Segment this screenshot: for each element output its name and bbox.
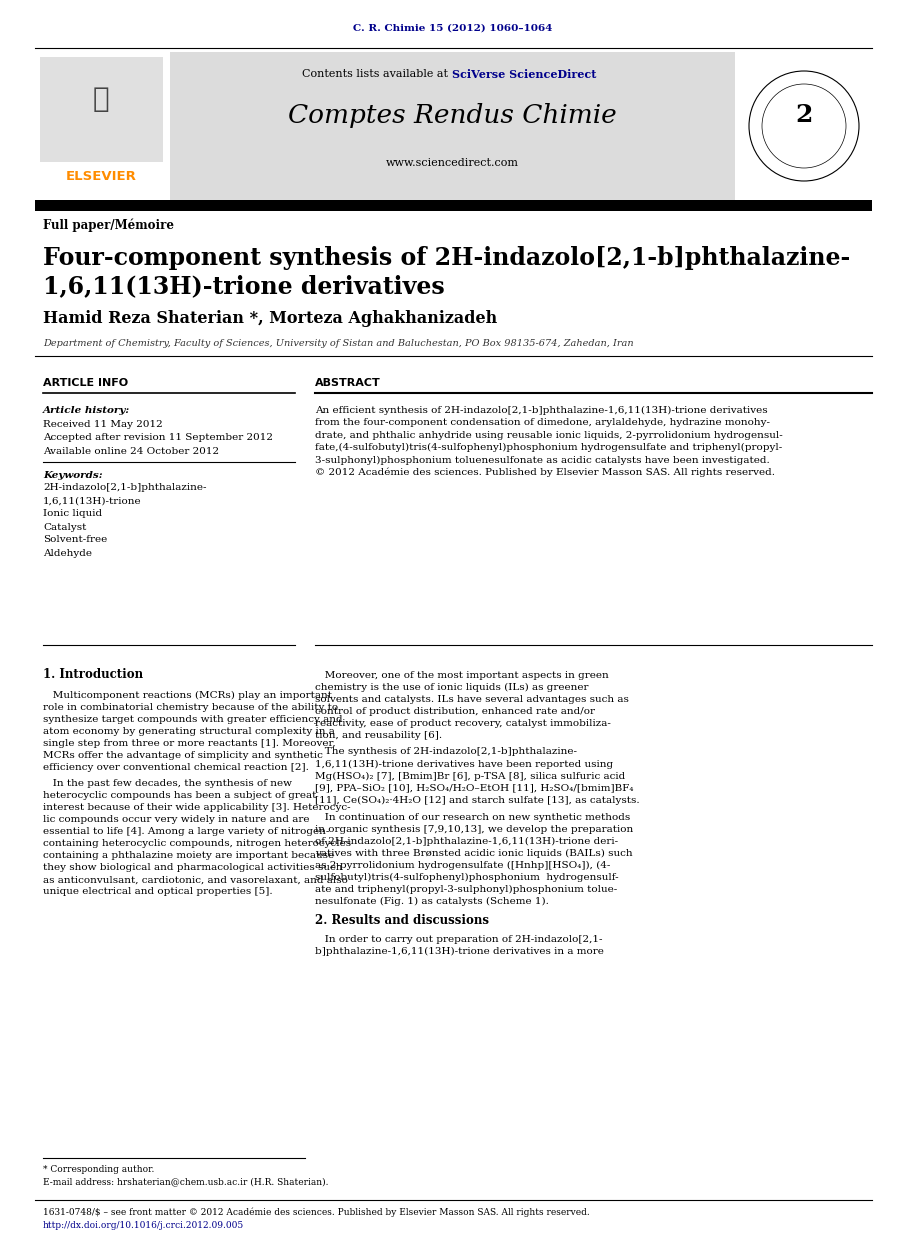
Text: as 2-pyrrolidonium hydrogensulfate ([Hnhp][HSO₄]), (4-: as 2-pyrrolidonium hydrogensulfate ([Hnh… [315, 860, 610, 869]
Text: Keywords:: Keywords: [43, 470, 102, 479]
Text: containing heterocyclic compounds, nitrogen heterocycles: containing heterocyclic compounds, nitro… [43, 839, 351, 848]
Text: nesulfonate (Fig. 1) as catalysts (Scheme 1).: nesulfonate (Fig. 1) as catalysts (Schem… [315, 896, 549, 905]
Text: 🌲: 🌲 [93, 87, 110, 114]
Text: vatives with three Brønsted acidic ionic liquids (BAILs) such: vatives with three Brønsted acidic ionic… [315, 848, 632, 858]
Text: Full paper/Mémoire: Full paper/Mémoire [43, 218, 174, 232]
Text: MCRs offer the advantage of simplicity and synthetic: MCRs offer the advantage of simplicity a… [43, 750, 323, 759]
Text: 1,6,11(13H)-trione derivatives: 1,6,11(13H)-trione derivatives [43, 274, 444, 298]
Text: 2: 2 [795, 103, 813, 128]
Text: containing a phthalazine moiety are important because: containing a phthalazine moiety are impo… [43, 852, 334, 860]
Text: unique electrical and optical properties [5].: unique electrical and optical properties… [43, 888, 273, 896]
Text: * Corresponding author.: * Corresponding author. [43, 1165, 154, 1175]
Text: Accepted after revision 11 September 2012: Accepted after revision 11 September 201… [43, 433, 273, 442]
Text: 2. Results and discussions: 2. Results and discussions [315, 915, 489, 927]
Text: In the past few decades, the synthesis of new: In the past few decades, the synthesis o… [43, 780, 292, 789]
Text: Moreover, one of the most important aspects in green: Moreover, one of the most important aspe… [315, 671, 609, 680]
Text: solvents and catalysts. ILs have several advantages such as: solvents and catalysts. ILs have several… [315, 695, 629, 703]
Bar [40, 57, 163, 162]
Bar [170, 52, 735, 201]
Bar [35, 201, 872, 210]
Text: 1. Introduction: 1. Introduction [43, 669, 143, 681]
Text: © 2012 Académie des sciences. Published by Elsevier Masson SAS. All rights reser: © 2012 Académie des sciences. Published … [315, 468, 775, 478]
Text: Multicomponent reactions (MCRs) play an important: Multicomponent reactions (MCRs) play an … [43, 691, 332, 699]
Text: Catalyst: Catalyst [43, 522, 86, 531]
Text: 3-sulphonyl)phosphonium toluenesulfonate as acidic catalysts have been investiga: 3-sulphonyl)phosphonium toluenesulfonate… [315, 456, 770, 464]
Text: as anticonvulsant, cardiotonic, and vasorelaxant, and also: as anticonvulsant, cardiotonic, and vaso… [43, 875, 348, 884]
Text: Four-component synthesis of 2H-indazolo[2,1-b]phthalazine-: Four-component synthesis of 2H-indazolo[… [43, 246, 850, 270]
Text: Comptes Rendus Chimie: Comptes Rendus Chimie [288, 103, 617, 128]
Text: heterocyclic compounds has been a subject of great: heterocyclic compounds has been a subjec… [43, 791, 317, 801]
Text: In order to carry out preparation of 2H-indazolo[2,1-: In order to carry out preparation of 2H-… [315, 935, 602, 943]
Text: [9], PPA–SiO₂ [10], H₂SO₄/H₂O–EtOH [11], H₂SO₄/[bmim]BF₄: [9], PPA–SiO₂ [10], H₂SO₄/H₂O–EtOH [11],… [315, 784, 633, 792]
Text: 1,6,11(13H)-trione: 1,6,11(13H)-trione [43, 496, 141, 505]
Text: 1631-0748/$ – see front matter © 2012 Académie des sciences. Published by Elsevi: 1631-0748/$ – see front matter © 2012 Ac… [43, 1207, 590, 1217]
Text: Hamid Reza Shaterian *, Morteza Aghakhanizadeh: Hamid Reza Shaterian *, Morteza Aghakhan… [43, 310, 497, 327]
Text: [11], Ce(SO₄)₂·4H₂O [12] and starch sulfate [13], as catalysts.: [11], Ce(SO₄)₂·4H₂O [12] and starch sulf… [315, 796, 639, 805]
Text: chemistry is the use of ionic liquids (ILs) as greener: chemistry is the use of ionic liquids (I… [315, 682, 589, 692]
Text: E-mail address: hrshaterian@chem.usb.ac.ir (H.R. Shaterian).: E-mail address: hrshaterian@chem.usb.ac.… [43, 1177, 328, 1186]
Text: in organic synthesis [7,9,10,13], we develop the preparation: in organic synthesis [7,9,10,13], we dev… [315, 825, 633, 833]
Text: role in combinatorial chemistry because of the ability to: role in combinatorial chemistry because … [43, 702, 338, 712]
Text: ELSEVIER: ELSEVIER [65, 171, 136, 183]
Text: http://dx.doi.org/10.1016/j.crci.2012.09.005: http://dx.doi.org/10.1016/j.crci.2012.09… [43, 1221, 244, 1229]
Text: fate,(4-sulfobutyl)tris(4-sulfophenyl)phosphonium hydrogensulfate and triphenyl(: fate,(4-sulfobutyl)tris(4-sulfophenyl)ph… [315, 443, 782, 452]
Text: essential to life [4]. Among a large variety of nitrogen-: essential to life [4]. Among a large var… [43, 827, 329, 837]
Text: 2H-indazolo[2,1-b]phthalazine-: 2H-indazolo[2,1-b]phthalazine- [43, 484, 207, 493]
Text: 1,6,11(13H)-trione derivatives have been reported using: 1,6,11(13H)-trione derivatives have been… [315, 759, 613, 769]
Text: reactivity, ease of product recovery, catalyst immobiliza-: reactivity, ease of product recovery, ca… [315, 718, 611, 728]
Text: they show biological and pharmacological activities such: they show biological and pharmacological… [43, 863, 343, 873]
Text: Contents lists available at: Contents lists available at [303, 69, 452, 79]
Bar [735, 52, 872, 201]
Text: of 2H-indazolo[2,1-b]phthalazine-1,6,11(13H)-trione deri-: of 2H-indazolo[2,1-b]phthalazine-1,6,11(… [315, 837, 619, 846]
Text: C. R. Chimie 15 (2012) 1060–1064: C. R. Chimie 15 (2012) 1060–1064 [354, 24, 552, 32]
Text: drate, and phthalic anhydride using reusable ionic liquids, 2-pyrrolidonium hydr: drate, and phthalic anhydride using reus… [315, 431, 783, 439]
Text: Ionic liquid: Ionic liquid [43, 510, 102, 519]
Text: sulfobutyl)tris(4-sulfophenyl)phosphonium  hydrogensulf-: sulfobutyl)tris(4-sulfophenyl)phosphoniu… [315, 873, 619, 881]
Text: Received 11 May 2012: Received 11 May 2012 [43, 421, 162, 430]
Text: synthesize target compounds with greater efficiency and: synthesize target compounds with greater… [43, 714, 343, 723]
Text: from the four-component condensation of dimedone, arylaldehyde, hydrazine monohy: from the four-component condensation of … [315, 418, 770, 427]
Text: Department of Chemistry, Faculty of Sciences, University of Sistan and Baluchest: Department of Chemistry, Faculty of Scie… [43, 338, 634, 348]
Text: Article history:: Article history: [43, 406, 131, 415]
Text: Solvent-free: Solvent-free [43, 536, 107, 545]
Text: b]phthalazine-1,6,11(13H)-trione derivatives in a more: b]phthalazine-1,6,11(13H)-trione derivat… [315, 946, 604, 956]
Text: single step from three or more reactants [1]. Moreover,: single step from three or more reactants… [43, 739, 336, 748]
Text: SciVerse ScienceDirect: SciVerse ScienceDirect [452, 68, 597, 79]
Text: ARTICLE INFO: ARTICLE INFO [43, 378, 128, 387]
Text: atom economy by generating structural complexity in a: atom economy by generating structural co… [43, 727, 335, 735]
Text: Available online 24 October 2012: Available online 24 October 2012 [43, 447, 219, 456]
Text: tion, and reusability [6].: tion, and reusability [6]. [315, 730, 442, 739]
Text: An efficient synthesis of 2H-indazolo[2,1-b]phthalazine-1,6,11(13H)-trione deriv: An efficient synthesis of 2H-indazolo[2,… [315, 405, 767, 415]
Text: interest because of their wide applicability [3]. Heterocyc-: interest because of their wide applicabi… [43, 803, 351, 812]
Text: Aldehyde: Aldehyde [43, 548, 92, 557]
Text: ABSTRACT: ABSTRACT [315, 378, 381, 387]
Text: efficiency over conventional chemical reaction [2].: efficiency over conventional chemical re… [43, 763, 309, 771]
Text: Mg(HSO₄)₂ [7], [Bmim]Br [6], p-TSA [8], silica sulfuric acid: Mg(HSO₄)₂ [7], [Bmim]Br [6], p-TSA [8], … [315, 771, 625, 781]
Text: In continuation of our research on new synthetic methods: In continuation of our research on new s… [315, 812, 630, 822]
Text: lic compounds occur very widely in nature and are: lic compounds occur very widely in natur… [43, 816, 309, 825]
Text: control of product distribution, enhanced rate and/or: control of product distribution, enhance… [315, 707, 595, 716]
Text: The synthesis of 2H-indazolo[2,1-b]phthalazine-: The synthesis of 2H-indazolo[2,1-b]phtha… [315, 748, 577, 756]
Text: ate and triphenyl(propyl-3-sulphonyl)phosphonium tolue-: ate and triphenyl(propyl-3-sulphonyl)pho… [315, 884, 618, 894]
Bar [35, 52, 170, 201]
Text: www.sciencedirect.com: www.sciencedirect.com [385, 158, 519, 168]
